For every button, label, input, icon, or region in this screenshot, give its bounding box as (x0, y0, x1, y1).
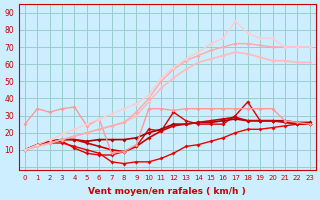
X-axis label: Vent moyen/en rafales ( km/h ): Vent moyen/en rafales ( km/h ) (88, 187, 246, 196)
